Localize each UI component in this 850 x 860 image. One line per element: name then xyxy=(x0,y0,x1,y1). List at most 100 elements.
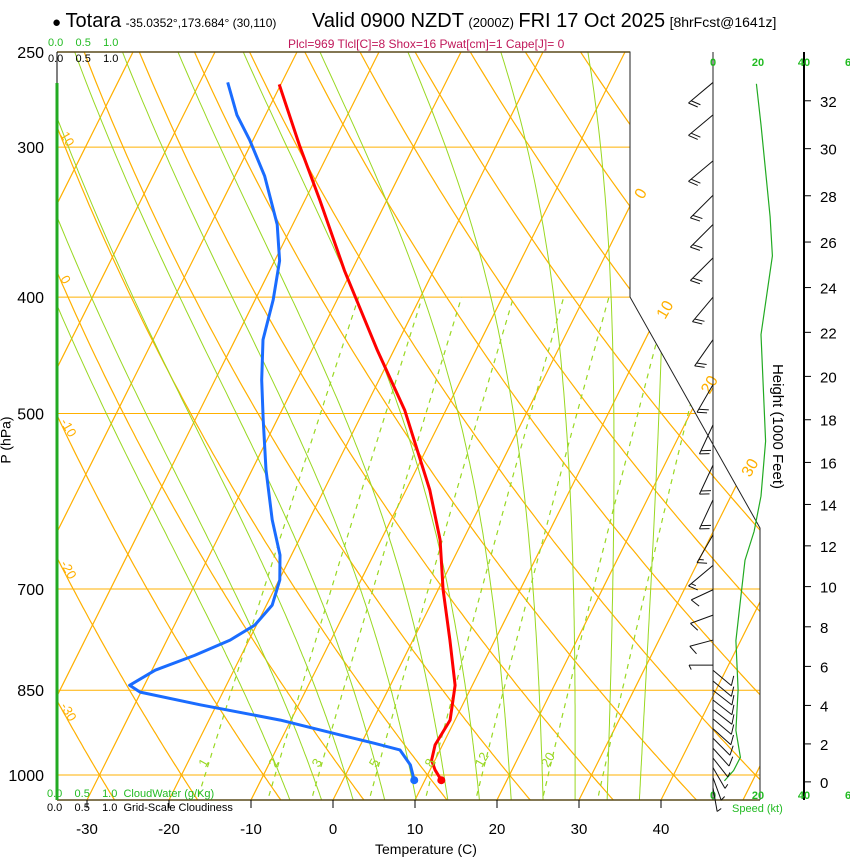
wind-barb-segment xyxy=(698,408,709,411)
mixing-ratio-line xyxy=(367,297,515,800)
wind-barb xyxy=(712,699,735,716)
wind-barb-segment xyxy=(728,756,734,767)
mixing-ratio-line xyxy=(473,297,610,800)
skew-t-grid xyxy=(57,31,850,806)
tick: 0.0 xyxy=(47,788,63,800)
tick: 1.0 xyxy=(103,37,119,49)
dry-adiabat-line xyxy=(57,52,369,800)
wind-barb xyxy=(712,680,735,697)
dry-adiabat-line xyxy=(239,52,760,800)
pressure-tick-label: 850 xyxy=(17,683,44,700)
wind-barb xyxy=(690,257,714,285)
moist-adiabat-line xyxy=(638,52,666,800)
wind-barb-segment xyxy=(712,689,733,706)
cloudiness-top-ticks: 0.0 0.5 1.0 xyxy=(48,53,118,66)
height-tick-label: 24 xyxy=(820,281,837,298)
wind-barb-segment xyxy=(712,737,731,756)
wind-barb xyxy=(688,564,714,591)
speed-tick-label-top: 0 xyxy=(710,57,716,69)
temperature-tick-label: 30 xyxy=(571,821,588,838)
tick: 0.5 xyxy=(75,37,91,49)
moist-adiabat-line xyxy=(319,52,512,800)
wind-barb xyxy=(688,664,713,670)
isotherm-line xyxy=(493,52,760,800)
speed-tick-label-bottom: 0 xyxy=(710,790,716,802)
wind-barb-segment xyxy=(689,639,714,647)
dry-adiabat-line xyxy=(57,52,202,800)
valid-time: Valid 0900 NZDT (2000Z) FRI 17 Oct 2025 … xyxy=(312,10,776,33)
date-label: FRI 17 Oct 2025 xyxy=(518,10,666,32)
wind-barb xyxy=(712,787,722,812)
wind-barb-segment xyxy=(690,132,701,138)
mixing-ratio-line xyxy=(309,297,463,800)
moist-adiabat-line xyxy=(587,52,615,800)
wind-barb-segment xyxy=(712,709,733,725)
dry-adiabat-line xyxy=(839,31,850,806)
dry-adiabat-label: -10 xyxy=(57,416,79,440)
wind-barb-segment xyxy=(712,718,732,735)
dry-adiabat-label: 10 xyxy=(57,129,77,149)
wind-barb xyxy=(712,669,735,687)
isotherm-label: 30 xyxy=(739,456,763,480)
isotherm-line xyxy=(83,52,473,800)
frame xyxy=(55,51,761,801)
mixing-ratio-line xyxy=(595,297,718,800)
wind-barb-segment xyxy=(699,424,714,455)
wind-barb-segment xyxy=(712,787,718,812)
location-name: Totara xyxy=(65,10,122,32)
speed-axis-title: Speed (kt) xyxy=(732,803,783,815)
wind-barb xyxy=(690,589,714,607)
wind-barb xyxy=(712,777,726,801)
wind-barb-segment xyxy=(730,686,735,697)
dry-adiabat-label: -20 xyxy=(57,558,79,582)
wind-barb-segment xyxy=(696,534,714,563)
surface-dewpoint-marker xyxy=(410,776,419,785)
height-axis-title: Height (1000 Feet) xyxy=(769,363,787,490)
wind-barb-segment xyxy=(690,583,696,587)
moist-adiabat-line xyxy=(57,52,324,800)
wind-barb-segment xyxy=(688,585,698,591)
wind-barb-segment xyxy=(712,757,729,778)
mixing-ratio-line xyxy=(265,297,423,800)
wind-barb-segment xyxy=(730,675,735,686)
wind-barb-segment xyxy=(731,704,735,715)
cloudwater-bottom-axis: 0.0 0.5 1.0 CloudWater (g/Kg) xyxy=(47,788,214,801)
height-tick-label: 8 xyxy=(820,620,828,637)
wind-barb-segment xyxy=(688,160,714,182)
temperature-tick-label: -20 xyxy=(158,821,180,838)
x-axis-title: Temperature (C) xyxy=(375,841,477,857)
wind-barb-segment xyxy=(692,321,703,325)
height-tick-label: 12 xyxy=(820,539,837,556)
wind-barb-segment xyxy=(688,82,714,104)
height-tick-label: 2 xyxy=(820,737,828,754)
location-coords: -35.0352°,173.684° (30,110) xyxy=(125,16,277,30)
wind-barb-segment xyxy=(712,767,726,789)
wind-barb-segment xyxy=(729,745,734,756)
moist-adiabat-line xyxy=(407,52,544,800)
speed-tick-label-top: 40 xyxy=(798,57,810,69)
tick: 0.0 xyxy=(48,37,64,49)
wind-barb-segment xyxy=(712,699,733,716)
tick: 1.0 xyxy=(102,788,118,800)
dry-adiabat-line xyxy=(57,52,452,800)
wind-barb-segment xyxy=(712,669,732,687)
dry-adiabat-line xyxy=(785,31,850,806)
wind-barb xyxy=(692,296,714,325)
dry-adiabat-line xyxy=(348,52,760,800)
isotherm-line xyxy=(57,52,227,800)
wind-barb xyxy=(696,384,714,414)
height-tick-label: 30 xyxy=(820,142,837,159)
wind-barb-segment xyxy=(730,724,735,735)
tick: 0.5 xyxy=(74,802,90,814)
dry-adiabat-line xyxy=(184,52,702,800)
height-tick-label: 28 xyxy=(820,189,837,206)
dewpoint-line xyxy=(128,81,416,781)
temperature-tick-label: 40 xyxy=(653,821,670,838)
wind-barb-segment xyxy=(690,246,701,251)
mixing-ratio-label: 12 xyxy=(472,750,492,770)
dry-adiabat-line xyxy=(75,52,536,800)
wind-barb-segment xyxy=(688,664,692,670)
mixing-ratio-line xyxy=(195,297,360,800)
wind-barb-segment xyxy=(688,134,698,140)
